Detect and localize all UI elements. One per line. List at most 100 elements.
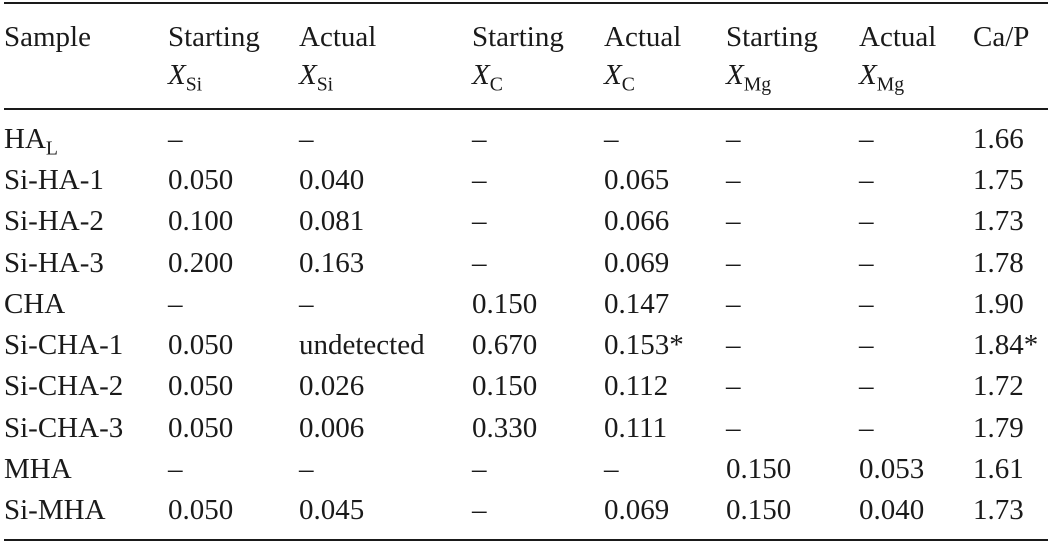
variable-symbol: X: [299, 59, 317, 91]
sample-cell: Si-CHA-1: [4, 324, 168, 365]
variable-symbol: X: [168, 59, 186, 91]
value-cell: –: [472, 122, 487, 155]
column-header: Ca/P: [973, 3, 1048, 109]
value-cell: 1.75: [973, 163, 1024, 196]
column-header-variable: XC: [472, 56, 604, 94]
sample-cell: Si-MHA: [4, 490, 168, 540]
value-cell: 0.111: [604, 411, 668, 444]
variable-symbol: X: [472, 59, 490, 91]
table-row: Si-HA-3 0.200 0.163 – 0.069 – – 1.78: [4, 242, 1048, 283]
value-cell: –: [168, 122, 183, 155]
value-cell: 0.150: [726, 453, 792, 486]
sample-name: Si-HA-3: [4, 246, 104, 279]
column-header-label: Starting: [168, 21, 260, 53]
value-cell: 1.78: [973, 246, 1024, 279]
column-header-label: Actual: [299, 21, 377, 53]
value-cell: –: [726, 370, 741, 403]
value-cell: 0.163: [299, 246, 365, 279]
value-cell: 0.150: [472, 287, 538, 320]
value-cell: 1.90: [973, 287, 1024, 320]
table-row: Si-CHA-1 0.050 undetected 0.670 0.153* – – 1.84…: [4, 324, 1048, 365]
value-cell: –: [299, 122, 314, 155]
value-cell: –: [859, 329, 874, 362]
column-header-variable: XC: [604, 56, 726, 94]
value-cell: 0.040: [859, 494, 925, 527]
value-cell: –: [859, 411, 874, 444]
sample-name: CHA: [4, 287, 66, 320]
table-row: HAL – – – – – – 1.66: [4, 109, 1048, 159]
table-body: HAL – – – – – –1.66 Si-HA-1 0.050 0.040–0.065– –1.…: [4, 109, 1048, 540]
value-cell: 1.66: [973, 122, 1024, 155]
value-cell: 0.112: [604, 370, 669, 403]
column-header: Actual XMg: [859, 3, 973, 109]
sample-cell: Si-HA-2: [4, 201, 168, 242]
value-cell: –: [859, 163, 874, 196]
sample-name: HA: [4, 122, 46, 155]
column-header-variable: XSi: [299, 56, 472, 94]
value-cell: 0.153*: [604, 329, 684, 362]
value-cell: –: [472, 205, 487, 238]
table-row: CHA – – 0.150 0.147 – – 1.90: [4, 283, 1048, 324]
value-cell: 0.069: [604, 246, 670, 279]
column-header-label: Sample: [4, 21, 91, 53]
variable-symbol: X: [604, 59, 622, 91]
column-header-label: Actual: [604, 21, 682, 53]
value-cell: 0.147: [604, 287, 670, 320]
value-cell: 0.006: [299, 411, 365, 444]
sample-cell: Si-CHA-2: [4, 366, 168, 407]
variable-subscript: Mg: [876, 73, 905, 96]
sample-name: Si-CHA-3: [4, 411, 124, 444]
value-cell: 0.050: [168, 494, 234, 527]
value-cell: –: [299, 287, 314, 320]
value-cell: 0.150: [472, 370, 538, 403]
value-cell: undetected: [299, 329, 425, 362]
sample-cell: Si-HA-1: [4, 159, 168, 200]
variable-symbol: X: [726, 59, 744, 91]
variable-symbol: X: [859, 59, 877, 91]
value-cell: 0.066: [604, 205, 670, 238]
value-cell: 1.73: [973, 205, 1024, 238]
value-cell: –: [726, 246, 741, 279]
value-cell: –: [472, 246, 487, 279]
value-cell: 1.79: [973, 411, 1024, 444]
column-header-label: Starting: [726, 21, 818, 53]
table-row: Si-HA-1 0.050 0.040 – 0.065 – – 1.75: [4, 159, 1048, 200]
value-cell: –: [726, 122, 741, 155]
header-row: Sample Starting XSi Actual XSi Starting XC Actu…: [4, 3, 1048, 109]
variable-subscript: Mg: [743, 73, 772, 96]
value-cell: 1.84*: [973, 329, 1039, 362]
value-cell: 0.081: [299, 205, 365, 238]
column-header: Actual XC: [604, 3, 726, 109]
composition-table: Sample Starting XSi Actual XSi Starting XC Actu…: [4, 2, 1048, 541]
value-cell: –: [472, 453, 487, 486]
column-header-label: Starting: [472, 21, 564, 53]
value-cell: –: [859, 205, 874, 238]
variable-subscript: Si: [316, 73, 334, 96]
value-cell: 0.200: [168, 246, 234, 279]
value-cell: –: [604, 453, 619, 486]
value-cell: –: [859, 287, 874, 320]
value-cell: 0.065: [604, 163, 670, 196]
variable-subscript: C: [621, 73, 635, 96]
value-cell: 1.72: [973, 370, 1024, 403]
value-cell: –: [299, 453, 314, 486]
sample-subscript: L: [45, 136, 58, 159]
column-header: Actual XSi: [299, 3, 472, 109]
value-cell: 0.053: [859, 453, 925, 486]
table-row: Si-CHA-3 0.050 0.006 0.330 0.111 – – 1.79: [4, 407, 1048, 448]
value-cell: 0.050: [168, 163, 234, 196]
column-header: Sample: [4, 3, 168, 109]
value-cell: –: [604, 122, 619, 155]
value-cell: 0.150: [726, 494, 792, 527]
value-cell: 1.61: [973, 453, 1024, 486]
value-cell: –: [726, 411, 741, 444]
value-cell: 0.045: [299, 494, 365, 527]
value-cell: 0.050: [168, 411, 234, 444]
value-cell: –: [726, 205, 741, 238]
column-header-label: Ca/P: [973, 21, 1030, 53]
value-cell: 1.73: [973, 494, 1024, 527]
variable-subscript: Si: [185, 73, 203, 96]
value-cell: –: [859, 122, 874, 155]
column-header-variable: XMg: [726, 56, 859, 94]
